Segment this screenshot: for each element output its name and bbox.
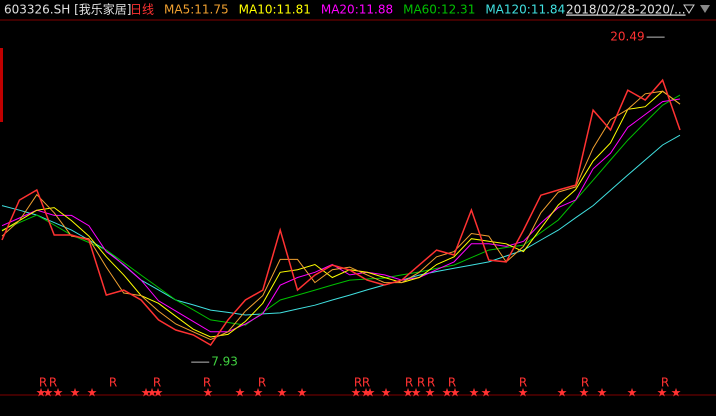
flag-star: ★: [297, 386, 308, 400]
flag-star: ★: [53, 386, 64, 400]
legend-value: 11.75: [194, 3, 228, 17]
menu-icon[interactable]: [700, 5, 710, 13]
legend-name: MA5:: [164, 3, 194, 17]
date-range[interactable]: 2018/02/28-2020/...: [566, 3, 686, 17]
flag-star: ★: [277, 386, 288, 400]
series-line: [1, 94, 681, 326]
flag-star: ★: [481, 386, 492, 400]
series-line: [1, 90, 681, 341]
flag-r: R: [417, 376, 425, 390]
legend: 日线 MA5: 11.75 MA10: 11.81 MA20: 11.88 MA60: 12.3…: [130, 3, 565, 17]
legend-name: MA10:: [239, 3, 277, 17]
flag-star: ★: [469, 386, 480, 400]
high-label: 20.49: [610, 30, 644, 44]
flag-star: ★: [43, 386, 54, 400]
flag-r: R: [519, 376, 527, 390]
flag-star: ★: [153, 386, 164, 400]
flag-star: ★: [442, 386, 453, 400]
legend-name: 日线: [130, 3, 154, 17]
flag-star: ★: [403, 386, 414, 400]
flag-r: R: [109, 376, 117, 390]
flag-r: R: [405, 376, 413, 390]
legend-name: MA120:: [485, 3, 531, 17]
legend-value: 11.88: [359, 3, 393, 17]
flag-star: ★: [671, 386, 682, 400]
series-line: [1, 90, 681, 338]
flag-star: ★: [365, 386, 376, 400]
series-line: [1, 98, 681, 333]
flag-star: ★: [147, 386, 158, 400]
legend-name: MA20:: [321, 3, 359, 17]
flag-star: ★: [203, 386, 214, 400]
flag-star: ★: [253, 386, 264, 400]
flag-r: R: [39, 376, 47, 390]
side-marker: [0, 48, 3, 122]
flag-star: ★: [141, 386, 152, 400]
flag-star: ★: [381, 386, 392, 400]
flag-r: R: [354, 376, 362, 390]
flag-r: R: [581, 376, 589, 390]
dropdown-icon[interactable]: [683, 4, 695, 14]
flag-star: ★: [425, 386, 436, 400]
flag-r: R: [427, 376, 435, 390]
flag-star: ★: [235, 386, 246, 400]
series-line: [1, 78, 681, 346]
flag-star: ★: [70, 386, 81, 400]
flag-r: R: [362, 376, 370, 390]
flag-star: ★: [657, 386, 668, 400]
flag-star: ★: [557, 386, 568, 400]
flag-star: ★: [597, 386, 608, 400]
flag-r: R: [153, 376, 161, 390]
legend-name: MA60:: [403, 3, 441, 17]
flag-r: R: [258, 376, 266, 390]
flag-star: ★: [411, 386, 422, 400]
flag-star: ★: [351, 386, 362, 400]
legend-value: 12.31: [441, 3, 475, 17]
flag-star: ★: [579, 386, 590, 400]
flag-star: ★: [36, 386, 47, 400]
flag-star: ★: [450, 386, 461, 400]
flag-r: R: [661, 376, 669, 390]
flag-r: R: [448, 376, 456, 390]
flag-star: ★: [87, 386, 98, 400]
legend-value: 11.84: [531, 3, 565, 17]
flag-star: ★: [627, 386, 638, 400]
flag-star: ★: [518, 386, 529, 400]
symbol: 603326.SH [我乐家居]: [4, 2, 131, 17]
low-label: 7.93: [211, 355, 238, 369]
flag-r: R: [49, 376, 57, 390]
legend-value: 11.81: [277, 3, 311, 17]
flag-star: ★: [361, 386, 372, 400]
flag-r: R: [203, 376, 211, 390]
